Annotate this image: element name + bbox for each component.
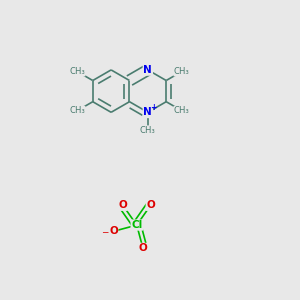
Text: O: O — [118, 200, 127, 210]
Text: CH₃: CH₃ — [69, 106, 85, 115]
Text: Cl: Cl — [131, 220, 142, 230]
Text: CH₃: CH₃ — [174, 106, 190, 115]
Text: O: O — [146, 200, 155, 210]
Text: CH₃: CH₃ — [69, 67, 85, 76]
Text: N: N — [143, 107, 152, 117]
Text: CH₃: CH₃ — [140, 126, 156, 135]
Text: +: + — [150, 103, 157, 112]
Text: N: N — [143, 65, 152, 75]
Text: −: − — [101, 227, 109, 236]
Text: CH₃: CH₃ — [174, 67, 190, 76]
Text: O: O — [109, 226, 118, 236]
Text: O: O — [139, 243, 147, 254]
